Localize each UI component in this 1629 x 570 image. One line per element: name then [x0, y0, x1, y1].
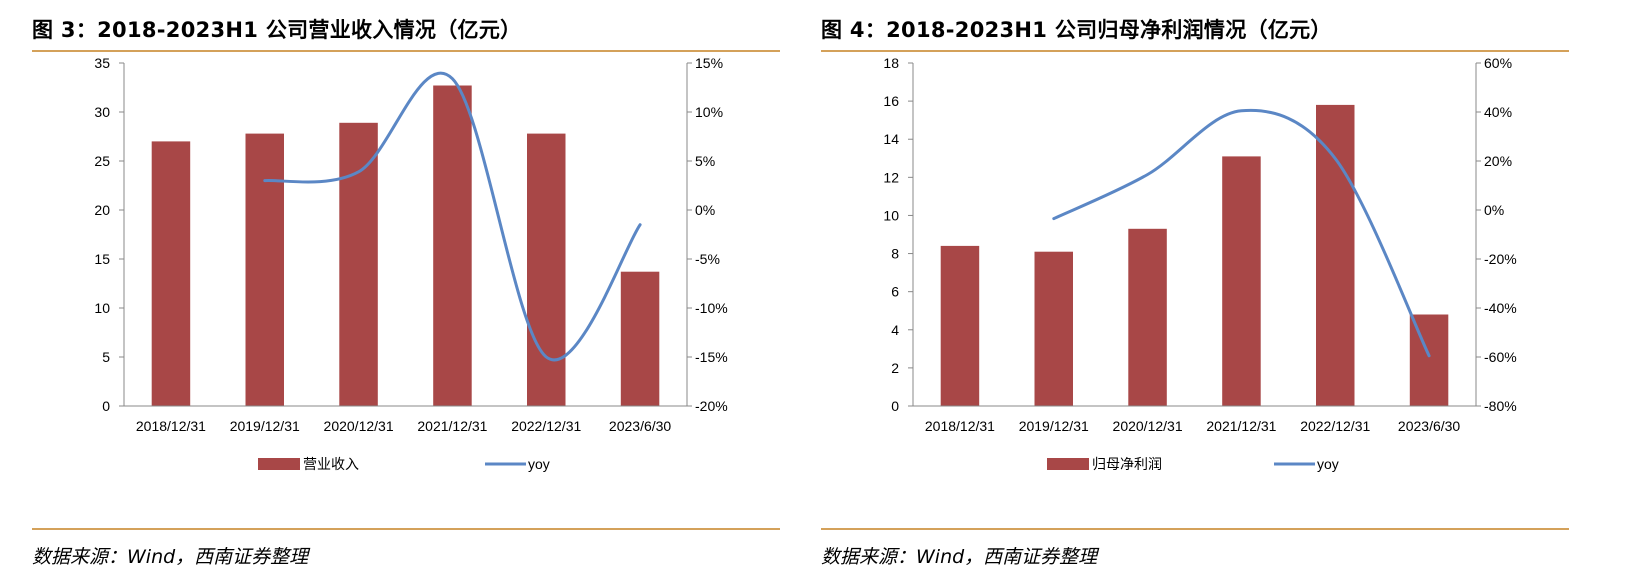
- bar: [433, 85, 472, 406]
- left-axis-tick-label: 15: [94, 251, 110, 267]
- bar: [527, 133, 566, 406]
- chart-panel-net-profit: 图 4：2018-2023H1 公司归母净利润情况（亿元） 18 16 14 12 10…: [821, 0, 1601, 570]
- x-axis-tick-label: 2021/12/31: [417, 418, 487, 434]
- right-axis-tick-label: 20%: [1484, 153, 1512, 169]
- left-axis-tick-label: 8: [891, 246, 899, 262]
- left-axis-tick-label: 30: [94, 104, 110, 120]
- left-axis-tick-label: 2: [891, 360, 899, 376]
- x-axis-tick-label: 2022/12/31: [1300, 418, 1370, 434]
- legend-label: 归母净利润: [1092, 456, 1162, 472]
- bar: [151, 141, 191, 406]
- yoy-line: [1052, 108, 1431, 358]
- x-axis-tick-label: 2020/12/31: [324, 418, 394, 434]
- title-divider: [821, 50, 1569, 52]
- revenue-chart: 35 30 25 20 15 10 5 0 15% 10% 5% 0% -5% -10% -15% -20% 2…: [94, 55, 728, 472]
- x-axis-tick-label: 2021/12/31: [1206, 418, 1276, 434]
- x-axis-tick-label: 2019/12/31: [1019, 418, 1089, 434]
- x-axis-tick-label: 2022/12/31: [511, 418, 581, 434]
- left-axis-tick-label: 35: [94, 55, 110, 71]
- left-axis-tick-label: 20: [94, 202, 110, 218]
- legend-label: 营业收入: [303, 456, 359, 472]
- right-axis-tick-label: -20%: [695, 398, 728, 414]
- x-axis-tick-label: 2018/12/31: [136, 418, 206, 434]
- source-note: 数据来源：Wind，西南证券整理: [32, 546, 309, 568]
- right-axis-tick-label: -10%: [695, 300, 728, 316]
- left-axis-tick-label: 10: [94, 300, 110, 316]
- right-axis-tick-label: -80%: [1484, 398, 1517, 414]
- left-axis-tick-label: 0: [891, 398, 899, 414]
- chart-title: 图 3：2018-2023H1 公司营业收入情况（亿元）: [32, 18, 522, 42]
- bar: [245, 133, 284, 406]
- chart-panel-revenue: 图 3：2018-2023H1 公司营业收入情况（亿元） 35 30 25 20 15 1…: [32, 0, 812, 570]
- right-axis-tick-label: -5%: [695, 251, 720, 267]
- legend-swatch-bar: [1047, 458, 1089, 470]
- left-axis-tick-label: 18: [883, 55, 899, 71]
- x-axis-tick-label: 2018/12/31: [925, 418, 995, 434]
- right-axis-tick-label: 5%: [695, 153, 715, 169]
- net-profit-chart: 18 16 14 12 10 8 6 4 2 0 60% 40% 20% 0% -20% -40% -60% -8…: [883, 55, 1517, 472]
- right-axis-tick-label: 10%: [695, 104, 723, 120]
- left-axis-tick-label: 10: [883, 207, 899, 223]
- bar: [940, 245, 980, 406]
- chart-title: 图 4：2018-2023H1 公司归母净利润情况（亿元）: [821, 18, 1332, 42]
- left-axis-tick-label: 4: [891, 322, 899, 338]
- right-axis-tick-label: -20%: [1484, 251, 1517, 267]
- right-axis-tick-label: 0%: [695, 202, 715, 218]
- right-axis-tick-label: 40%: [1484, 104, 1512, 120]
- right-axis-tick-label: -40%: [1484, 300, 1517, 316]
- legend-label: yoy: [528, 456, 550, 472]
- left-axis-tick-label: 12: [883, 169, 899, 185]
- right-axis-tick-label: -60%: [1484, 349, 1517, 365]
- right-axis-tick-label: 15%: [695, 55, 723, 71]
- x-axis-tick-label: 2023/6/30: [1398, 418, 1460, 434]
- left-axis-tick-label: 14: [883, 131, 899, 147]
- right-axis-tick-label: 0%: [1484, 202, 1504, 218]
- bar: [620, 271, 660, 406]
- source-divider: [821, 528, 1569, 530]
- bar: [1034, 251, 1073, 406]
- left-axis-tick-label: 5: [102, 349, 110, 365]
- bar: [1222, 156, 1261, 406]
- bar: [1128, 228, 1167, 406]
- yoy-line: [263, 71, 642, 362]
- x-axis-tick-label: 2020/12/31: [1113, 418, 1183, 434]
- bar: [339, 122, 378, 407]
- legend-label: yoy: [1317, 456, 1339, 472]
- x-axis-tick-label: 2023/6/30: [609, 418, 671, 434]
- bar: [1316, 104, 1355, 407]
- right-axis-tick-label: -15%: [695, 349, 728, 365]
- left-axis-tick-label: 0: [102, 398, 110, 414]
- title-divider: [32, 50, 780, 52]
- x-axis-tick-label: 2019/12/31: [230, 418, 300, 434]
- left-axis-tick-label: 16: [883, 93, 899, 109]
- left-axis-tick-label: 25: [94, 153, 110, 169]
- left-axis-tick-label: 6: [891, 284, 899, 300]
- right-axis-tick-label: 60%: [1484, 55, 1512, 71]
- legend-swatch-bar: [258, 458, 300, 470]
- source-note: 数据来源：Wind，西南证券整理: [821, 546, 1098, 568]
- source-divider: [32, 528, 780, 530]
